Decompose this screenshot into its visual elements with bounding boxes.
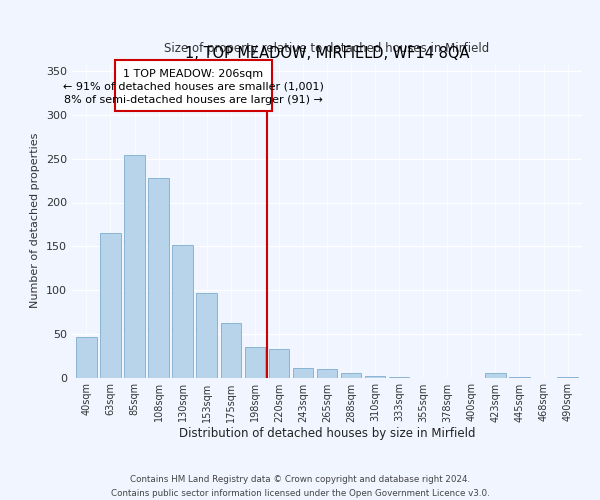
Text: Size of property relative to detached houses in Mirfield: Size of property relative to detached ho… — [164, 42, 490, 54]
Bar — [245, 347, 265, 378]
Bar — [76, 337, 97, 378]
Bar — [293, 368, 313, 378]
Bar — [172, 244, 193, 378]
Title: 1, TOP MEADOW, MIRFIELD, WF14 8QA: 1, TOP MEADOW, MIRFIELD, WF14 8QA — [185, 46, 469, 62]
Bar — [509, 376, 530, 378]
FancyBboxPatch shape — [115, 60, 272, 110]
Bar — [365, 376, 385, 378]
Bar — [389, 376, 409, 378]
Bar — [341, 373, 361, 378]
Text: 1 TOP MEADOW: 206sqm: 1 TOP MEADOW: 206sqm — [124, 68, 263, 78]
Bar — [221, 324, 241, 378]
Bar — [485, 373, 506, 378]
Bar — [100, 233, 121, 378]
Text: 8% of semi-detached houses are larger (91) →: 8% of semi-detached houses are larger (9… — [64, 95, 323, 105]
Bar — [148, 178, 169, 378]
Text: Contains HM Land Registry data © Crown copyright and database right 2024.
Contai: Contains HM Land Registry data © Crown c… — [110, 476, 490, 498]
Bar — [196, 292, 217, 378]
Text: ← 91% of detached houses are smaller (1,001): ← 91% of detached houses are smaller (1,… — [63, 82, 324, 92]
Bar — [317, 369, 337, 378]
Y-axis label: Number of detached properties: Number of detached properties — [31, 132, 40, 308]
X-axis label: Distribution of detached houses by size in Mirfield: Distribution of detached houses by size … — [179, 428, 475, 440]
Bar — [557, 376, 578, 378]
Bar — [124, 155, 145, 378]
Bar — [269, 348, 289, 378]
